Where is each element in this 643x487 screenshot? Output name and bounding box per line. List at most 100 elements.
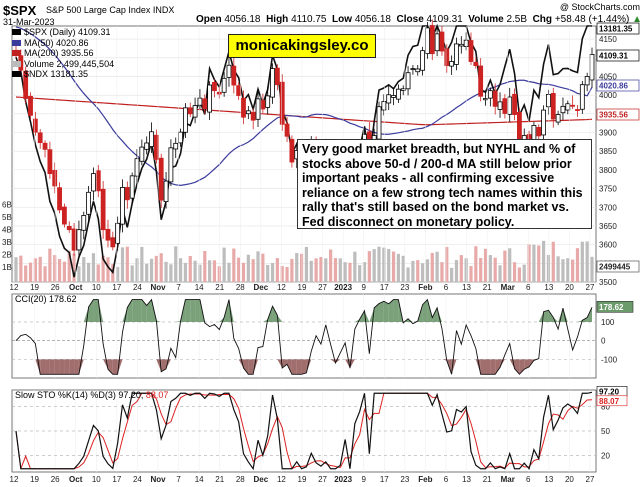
volume-bar xyxy=(246,254,250,282)
candle-body xyxy=(163,180,169,203)
sto-d-line xyxy=(15,392,593,470)
cci-fill-negative xyxy=(480,359,486,375)
candle-body xyxy=(497,101,503,110)
price-x-tick-label: 7 xyxy=(176,283,181,292)
cci-fill-positive xyxy=(277,315,283,322)
candle-body xyxy=(560,105,566,114)
sto-k-last-label: 97.20 xyxy=(599,387,620,396)
sto-x-tick-label: 27 xyxy=(318,475,327,484)
cci-fill-negative xyxy=(441,359,447,361)
cci-fill-positive xyxy=(422,299,428,322)
volume-bar xyxy=(193,260,197,282)
volume-bar xyxy=(212,260,217,282)
volume-bar xyxy=(512,262,517,282)
price-x-tick-label: 2023 xyxy=(334,283,352,292)
cci-fill-positive xyxy=(558,308,563,322)
candle-body xyxy=(221,77,227,93)
cci-fill-positive xyxy=(393,299,399,322)
sto-x-tick-label: 21 xyxy=(215,475,224,484)
legend-swatch xyxy=(12,50,21,57)
volume-bar xyxy=(590,256,594,282)
candle-body xyxy=(245,110,251,115)
sto-k-line xyxy=(15,391,593,471)
volume-bar xyxy=(508,248,512,282)
chart-name: S&P 500 Large Cap Index INDX xyxy=(46,5,175,15)
candle-body xyxy=(23,70,29,99)
volume-bar xyxy=(159,253,163,282)
price-last-box xyxy=(596,22,640,35)
cci-fill-negative xyxy=(64,359,70,375)
candle-body xyxy=(478,65,484,97)
sto-tick-label: 80 xyxy=(601,402,610,411)
legend-label: $NDX 13181.35 xyxy=(24,69,89,79)
volume-bar xyxy=(503,250,507,282)
volume-bar xyxy=(178,258,183,282)
volume-bar xyxy=(338,258,342,282)
price-last-box xyxy=(596,108,640,121)
volume-bar xyxy=(580,241,584,282)
volume-tick-label: 5B xyxy=(2,213,12,222)
candle-body xyxy=(28,95,33,116)
volume-bar xyxy=(106,257,110,282)
candle-body xyxy=(400,88,406,91)
volume-bar xyxy=(532,244,536,282)
candle-body xyxy=(579,84,585,110)
sto-x-tick-label: 12 xyxy=(10,475,19,484)
candle-body xyxy=(168,147,174,183)
volume-bar xyxy=(270,263,275,282)
volume-bar xyxy=(522,264,526,282)
price-tick-label: 3650 xyxy=(599,222,617,231)
legend-item: Volume 2,499,445,504 xyxy=(12,59,114,70)
candle-body xyxy=(536,126,542,137)
candle-body xyxy=(391,95,396,98)
candle-body xyxy=(115,222,121,244)
volume-bar xyxy=(527,244,531,282)
candle-body xyxy=(86,191,92,215)
volume-bar xyxy=(348,262,352,282)
volume-bar xyxy=(314,258,318,282)
candle-body xyxy=(279,81,285,125)
volume-bar xyxy=(479,257,483,282)
candle-body xyxy=(439,31,445,52)
volume-bar xyxy=(232,248,236,282)
candle-body xyxy=(584,76,590,86)
price-x-tick-label: 28 xyxy=(236,283,245,292)
cci-fill-positive xyxy=(185,299,191,322)
cci-title: CCI(20) 178.62 xyxy=(15,294,77,304)
price-last-box xyxy=(596,260,640,273)
volume-bar xyxy=(91,253,96,282)
cci-tick-label: 100 xyxy=(601,318,615,327)
cci-fill-negative xyxy=(161,359,167,372)
cci-fill-negative xyxy=(107,359,113,375)
candle-body xyxy=(449,61,455,67)
open-value: 4056.18 xyxy=(224,14,261,25)
volume-bar xyxy=(116,266,120,282)
candle-body xyxy=(153,134,159,160)
cci-fill-positive xyxy=(577,320,583,322)
cci-fill-positive xyxy=(374,303,380,322)
volume-bar xyxy=(149,258,154,282)
copyright: @ StockCharts.com xyxy=(559,2,640,12)
candle-body xyxy=(178,131,183,144)
price-x-tick-label: 21 xyxy=(483,283,492,292)
candle-body xyxy=(395,88,401,100)
price-last-label: 4020.86 xyxy=(599,82,628,91)
volume-bar xyxy=(290,258,294,282)
candle-body xyxy=(274,67,280,86)
price-x-tick-label: 17 xyxy=(380,283,389,292)
candle-body xyxy=(376,106,382,140)
volume-value: 2.5B xyxy=(506,14,528,25)
candle-body xyxy=(212,82,217,92)
cci-last-box xyxy=(596,301,634,313)
volume-bar xyxy=(488,255,492,282)
volume-bar xyxy=(464,258,468,282)
volume-bar xyxy=(125,246,129,282)
candle-body xyxy=(589,54,595,81)
volume-bar xyxy=(135,258,139,282)
sto-tick-label: 50 xyxy=(601,427,610,436)
price-x-tick-label: Oct xyxy=(69,283,83,292)
volume-bar xyxy=(77,266,81,282)
candle-body xyxy=(570,104,576,107)
volume-bar xyxy=(14,257,18,282)
cci-fill-positive xyxy=(272,306,278,322)
